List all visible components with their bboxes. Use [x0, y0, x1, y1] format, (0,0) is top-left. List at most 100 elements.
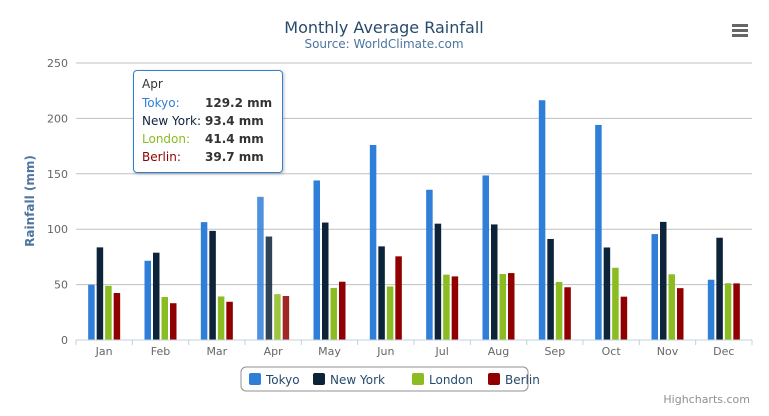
column-tokyo-aug[interactable]: [482, 175, 490, 340]
column-tokyo-nov[interactable]: [651, 234, 659, 340]
column-tokyo-oct[interactable]: [595, 124, 602, 341]
credits-link[interactable]: Highcharts.com: [663, 393, 750, 406]
y-tick-label: 0: [61, 334, 68, 347]
column-berlin-nov[interactable]: [677, 288, 684, 340]
column-berlin-feb[interactable]: [170, 303, 177, 340]
x-tick-label: Apr: [264, 345, 284, 358]
column-london-mar[interactable]: [217, 296, 225, 340]
legend-label: Tokyo: [265, 373, 300, 387]
column-tokyo-jun[interactable]: [369, 144, 377, 340]
tooltip-label: New York:: [142, 114, 201, 128]
tooltip-row-london: London: 41.4 mm: [142, 130, 272, 148]
column-london-dec[interactable]: [724, 283, 732, 340]
x-tick-label: Jan: [95, 345, 113, 358]
column-berlin-jan[interactable]: [113, 293, 121, 340]
x-tick-label: Sep: [544, 345, 565, 358]
column-new-york-oct[interactable]: [603, 247, 611, 340]
column-new-york-aug[interactable]: [491, 224, 498, 340]
column-london-jun[interactable]: [386, 286, 394, 340]
legend-item-tokyo[interactable]: Tokyo: [249, 373, 300, 387]
column-berlin-aug[interactable]: [508, 273, 515, 340]
column-tokyo-may[interactable]: [313, 180, 321, 340]
legend-label: Berlin: [505, 373, 540, 387]
column-new-york-mar[interactable]: [209, 230, 216, 340]
column-berlin-mar[interactable]: [226, 301, 233, 340]
y-tick-label: 250: [47, 57, 68, 70]
column-new-york-jul[interactable]: [434, 223, 442, 340]
tooltip: Apr Tokyo: 129.2 mm New York: 93.4 mm Lond…: [133, 70, 283, 173]
column-tokyo-jul[interactable]: [426, 189, 433, 340]
tooltip-label: Tokyo:: [142, 96, 180, 110]
column-london-apr[interactable]: [274, 294, 281, 340]
column-london-feb[interactable]: [161, 297, 169, 340]
column-berlin-sep[interactable]: [564, 287, 571, 340]
tooltip-value: 93.4 mm: [205, 114, 264, 128]
tooltip-header: Apr: [142, 77, 163, 91]
column-berlin-dec[interactable]: [733, 283, 740, 340]
legend-swatch: [412, 373, 424, 385]
y-tick-label: 50: [54, 279, 68, 292]
column-tokyo-mar[interactable]: [200, 222, 208, 340]
legend-label: London: [429, 373, 473, 387]
x-tick-label: Dec: [713, 345, 734, 358]
column-new-york-jun[interactable]: [378, 246, 385, 340]
column-berlin-apr[interactable]: [282, 296, 290, 340]
tooltip-value: 129.2 mm: [205, 96, 273, 110]
column-tokyo-feb[interactable]: [144, 260, 152, 340]
chart-subtitle: Source: WorldClimate.com: [304, 37, 463, 51]
x-tick-label: Jun: [376, 345, 394, 358]
column-tokyo-apr[interactable]: [257, 196, 264, 340]
column-new-york-sep[interactable]: [547, 238, 554, 340]
column-london-may[interactable]: [330, 287, 338, 340]
x-tick-label: Oct: [602, 345, 622, 358]
chart-title: Monthly Average Rainfall: [284, 18, 483, 37]
column-new-york-dec[interactable]: [716, 237, 723, 340]
column-tokyo-jan[interactable]: [88, 284, 95, 340]
y-tick-label: 150: [47, 168, 68, 181]
tooltip-value: 41.4 mm: [205, 132, 264, 146]
y-tick-label: 100: [47, 223, 68, 236]
legend-swatch: [488, 373, 500, 385]
column-tokyo-dec[interactable]: [707, 279, 715, 340]
x-tick-label: Mar: [206, 345, 227, 358]
column-london-aug[interactable]: [499, 273, 507, 340]
column-london-jul[interactable]: [443, 274, 450, 340]
column-berlin-may[interactable]: [339, 281, 346, 340]
hamburger-menu-icon[interactable]: [726, 18, 754, 42]
legend-item-london[interactable]: London: [412, 373, 473, 387]
x-tick-label: Aug: [488, 345, 509, 358]
x-tick-label: Feb: [151, 345, 170, 358]
column-london-oct[interactable]: [612, 267, 619, 340]
column-new-york-may[interactable]: [322, 222, 329, 340]
tooltip-label: Berlin:: [142, 150, 181, 164]
x-tick-label: Jul: [435, 345, 449, 358]
y-tick-label: 200: [47, 112, 68, 125]
column-new-york-apr[interactable]: [265, 236, 273, 340]
legend-label: New York: [330, 373, 385, 387]
column-new-york-nov[interactable]: [660, 221, 667, 340]
legend-item-berlin[interactable]: Berlin: [488, 373, 540, 387]
tooltip-label: London:: [142, 132, 191, 146]
column-berlin-jul[interactable]: [451, 276, 459, 340]
legend-box: [240, 366, 529, 392]
column-london-sep[interactable]: [555, 281, 563, 340]
column-tokyo-sep[interactable]: [538, 100, 546, 341]
column-new-york-jan[interactable]: [96, 247, 104, 340]
tooltip-value: 39.7 mm: [205, 150, 264, 164]
column-london-nov[interactable]: [668, 274, 676, 340]
x-tick-label: May: [318, 345, 341, 358]
legend-swatch: [313, 373, 325, 385]
legend-swatch: [249, 373, 261, 385]
tooltip-row-tokyo: Tokyo: 129.2 mm: [142, 94, 272, 112]
column-berlin-jun[interactable]: [395, 256, 402, 340]
tooltip-row-berlin: Berlin: 39.7 mm: [142, 148, 272, 166]
legend-item-new-york[interactable]: New York: [313, 373, 385, 387]
x-tick-label: Nov: [657, 345, 679, 358]
y-axis-title: Rainfall (mm): [23, 155, 37, 247]
tooltip-row-new-york: New York: 93.4 mm: [142, 112, 272, 130]
column-berlin-oct[interactable]: [620, 296, 628, 340]
column-london-jan[interactable]: [105, 285, 112, 340]
column-new-york-feb[interactable]: [153, 252, 160, 340]
